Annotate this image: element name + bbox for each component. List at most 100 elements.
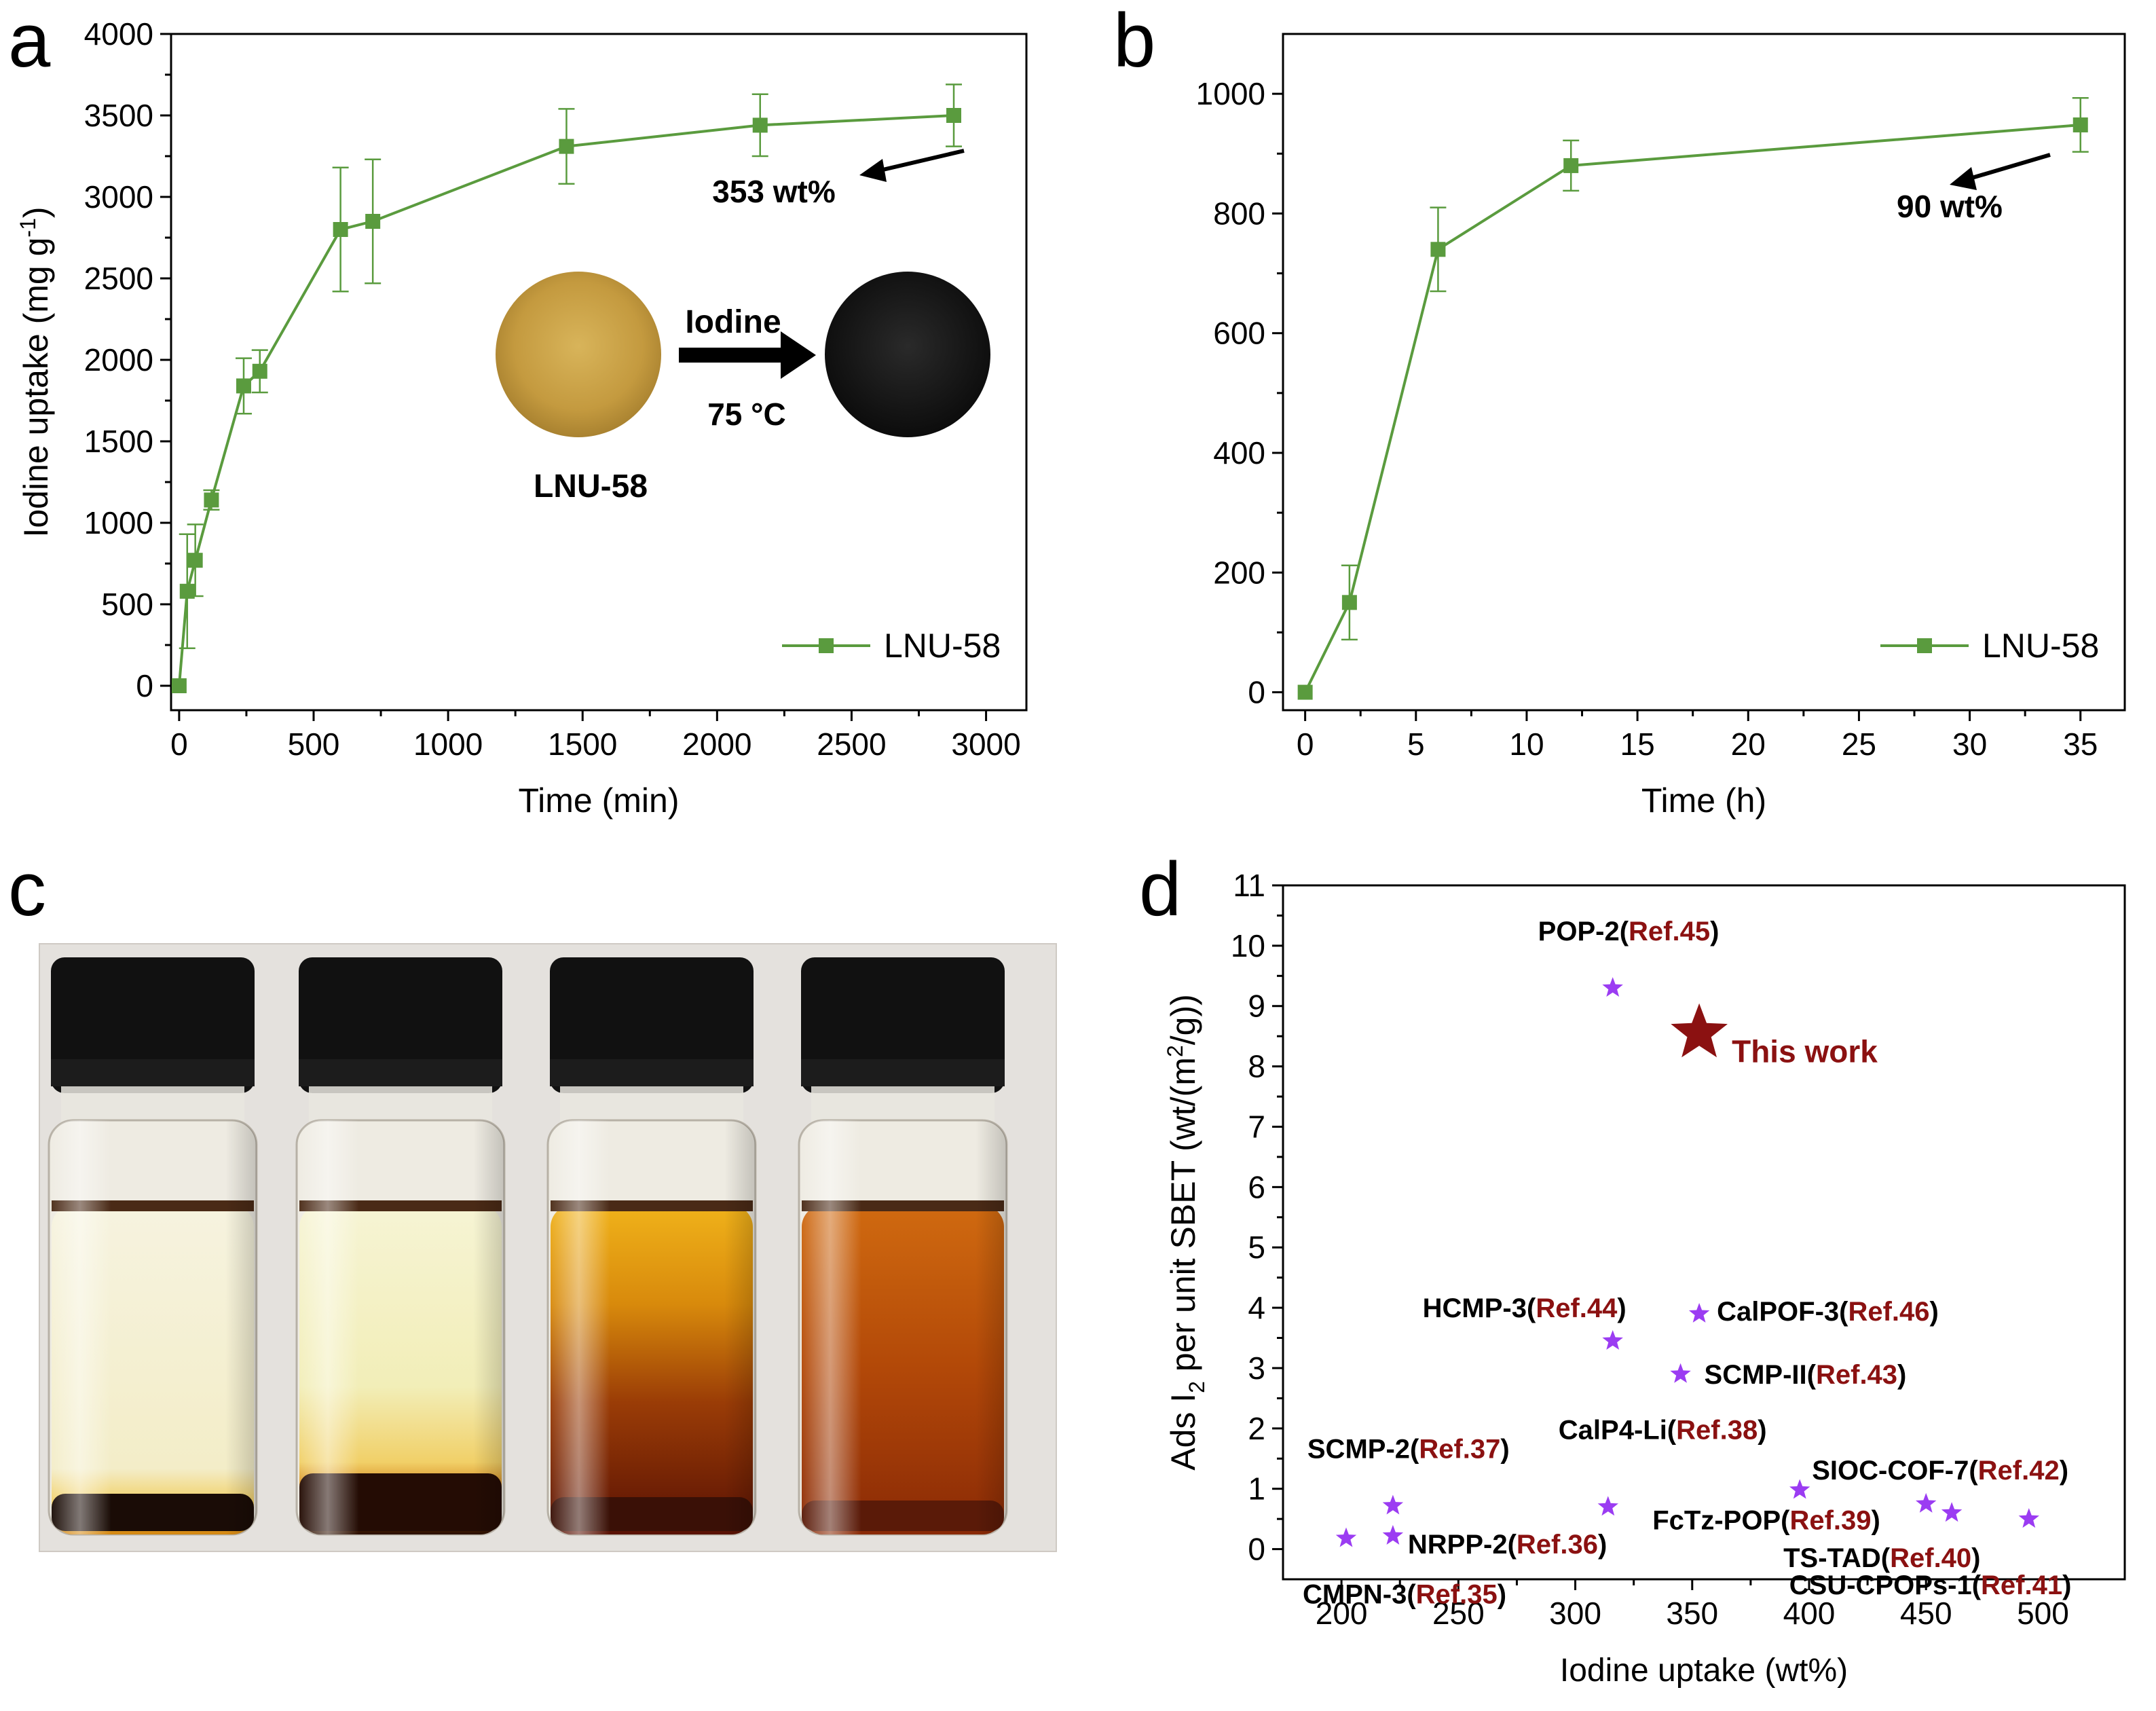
x-tick-label: 1000 — [413, 726, 483, 762]
y-tick-label: 5 — [1248, 1230, 1265, 1265]
x-tick-label: 20 — [1731, 726, 1766, 762]
vial-4 — [798, 957, 1008, 1536]
annotation-label: 353 wt% — [712, 174, 836, 209]
point-label: SCMP-II(Ref.43) — [1705, 1360, 1907, 1390]
point-label: TS-TAD(Ref.40) — [1783, 1543, 1980, 1573]
x-tick-label: 500 — [288, 726, 340, 762]
point-label: CalPOF-3(Ref.46) — [1717, 1297, 1939, 1327]
y-tick-label: 3500 — [84, 98, 153, 133]
data-point — [187, 553, 203, 568]
vial-2 — [295, 957, 506, 1536]
inset-schematic: Iodine 75 °C LNU-58 — [496, 272, 990, 504]
x-tick-label: 0 — [170, 726, 188, 762]
y-tick-label: 800 — [1213, 196, 1265, 231]
black-powder-photo — [825, 272, 990, 437]
chart-panel-a: 0 500 1000 1500 2000 2500 3000 0 500 1000 1500 2000… — [16, 16, 1028, 820]
legend-marker — [819, 638, 834, 653]
x-tick-label: 2000 — [682, 726, 751, 762]
y-tick-label: 2000 — [84, 342, 153, 378]
panel-letter-d: d — [1139, 847, 1181, 932]
y-tick-label: 2500 — [84, 261, 153, 296]
vial-3 — [546, 957, 757, 1536]
scatter-point — [1688, 1303, 1710, 1323]
highlight-label: This work — [1732, 1034, 1878, 1069]
data-point — [559, 139, 574, 154]
data-point — [946, 108, 962, 123]
data-point — [333, 222, 348, 237]
y-tick-label: 4 — [1248, 1290, 1265, 1325]
inset-arrow-label: Iodine — [685, 304, 781, 340]
highlight-point — [1671, 1003, 1728, 1058]
x-tick-label: 350 — [1666, 1596, 1718, 1631]
x-tick-label: 2500 — [817, 726, 886, 762]
chart-panel-b: 0 5 10 15 20 25 30 35 0 200 400 600 800 1000 Time (h) L… — [1196, 33, 2126, 820]
vials-photo — [39, 943, 1057, 1552]
data-point — [236, 378, 251, 394]
y-tick-label: 400 — [1213, 435, 1265, 471]
point-label: POP-2(Ref.45) — [1538, 917, 1720, 946]
annotation-label: 90 wt% — [1897, 189, 2003, 224]
point-label: HCMP-3(Ref.44) — [1423, 1293, 1627, 1323]
y-tick-label: 10 — [1231, 928, 1265, 963]
inset-sample-label: LNU-58 — [534, 468, 648, 504]
scatter-point — [1670, 1363, 1691, 1383]
point-label: NRPP-2(Ref.36) — [1408, 1530, 1607, 1560]
point-label: CMPN-3(Ref.35) — [1303, 1580, 1506, 1610]
scatter-point — [1789, 1479, 1810, 1499]
y-tick-label: 600 — [1213, 316, 1265, 351]
x-tick-label: 200 — [1316, 1596, 1368, 1631]
y-tick-label: 3000 — [84, 179, 153, 215]
x-tick-label: 1500 — [548, 726, 617, 762]
annotation-arrow-shaft — [1967, 153, 2051, 181]
data-point — [1430, 242, 1446, 257]
legend-marker — [1917, 638, 1932, 653]
y-axis-label: Ads I2 per unit SBET (wt/(m2/g)) — [1163, 994, 1209, 1471]
data-point — [171, 678, 187, 693]
x-axis-label: Time (min) — [518, 781, 679, 820]
plot-frame — [170, 33, 1028, 712]
chart-panel-d: 200 250 300 350 400 450 500 0 1 2 3 4 5 6 7 8 9 10 11 Iodin… — [1163, 868, 2126, 1689]
y-tick-label: 9 — [1248, 989, 1265, 1024]
x-tick-label: 30 — [1952, 726, 1987, 762]
plot-frame — [1282, 33, 2126, 712]
scatter-point — [1602, 977, 1623, 997]
yellow-powder-photo — [496, 272, 661, 437]
x-axis-label: Time (h) — [1641, 781, 1766, 820]
y-tick-label: 6 — [1248, 1169, 1265, 1204]
y-tick-label: 3 — [1248, 1350, 1265, 1386]
vial-1 — [48, 957, 258, 1536]
inset-temp-label: 75 °C — [707, 397, 786, 432]
scatter-point — [1382, 1525, 1404, 1545]
data-point — [1563, 158, 1579, 173]
plot-frame — [1282, 884, 2126, 1581]
x-tick-label: 500 — [2017, 1596, 2069, 1631]
y-tick-label: 11 — [1233, 868, 1265, 903]
scatter-point — [2018, 1508, 2039, 1528]
y-tick-label: 7 — [1248, 1109, 1265, 1144]
x-tick-label: 450 — [1900, 1596, 1952, 1631]
scatter-point — [1597, 1496, 1618, 1516]
scatter-point — [1941, 1502, 1963, 1522]
x-tick-label: 15 — [1620, 726, 1655, 762]
data-point — [179, 583, 195, 599]
data-point — [2073, 117, 2088, 132]
data-point — [252, 363, 267, 379]
data-point — [752, 117, 768, 133]
point-label: CalP4-Li(Ref.38) — [1559, 1415, 1767, 1445]
panel-letter-a: a — [8, 0, 51, 83]
panel-letter-c: c — [8, 847, 46, 932]
y-tick-label: 1000 — [84, 505, 153, 540]
data-point — [1341, 595, 1357, 610]
panel-letter-b: b — [1113, 0, 1155, 83]
point-label: SIOC-COF-7(Ref.42) — [1812, 1456, 2068, 1486]
legend-label: LNU-58 — [884, 627, 1001, 665]
y-tick-label: 200 — [1213, 555, 1265, 590]
point-label: SCMP-2(Ref.37) — [1307, 1435, 1510, 1465]
data-point — [1297, 684, 1313, 700]
x-tick-label: 35 — [2063, 726, 2098, 762]
data-point — [365, 214, 381, 229]
scatter-point — [1382, 1494, 1404, 1515]
x-tick-label: 25 — [1842, 726, 1876, 762]
inset-arrow-head — [781, 331, 816, 379]
